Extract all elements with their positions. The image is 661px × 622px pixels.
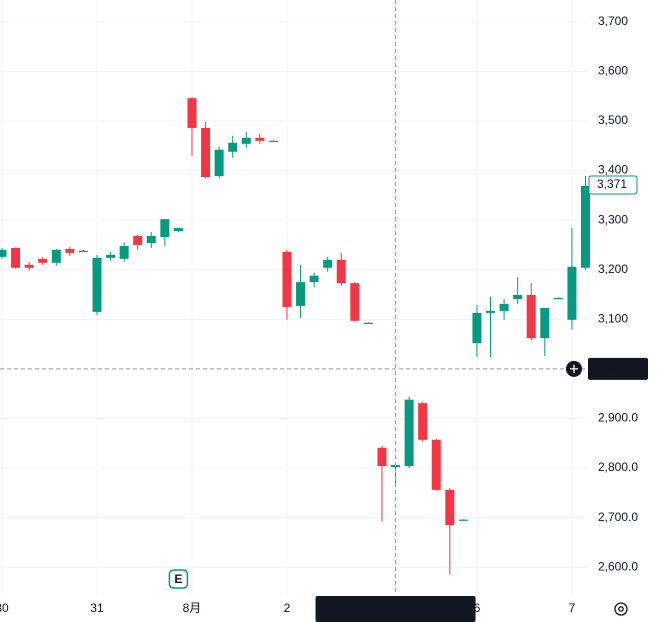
candle-body: [486, 310, 496, 313]
candle-body: [431, 439, 441, 490]
candle-body: [309, 275, 319, 283]
candle-body: [119, 245, 129, 259]
y-tick-label: 2,800.0: [598, 460, 638, 474]
x-tick-label: 30: [0, 601, 9, 615]
candle-body: [11, 247, 21, 268]
x-tick-label: 8月: [183, 601, 202, 615]
candle-body: [567, 266, 577, 320]
candle-body: [92, 257, 102, 312]
candle-body: [187, 98, 197, 128]
y-tick-label: 3,600: [598, 64, 628, 78]
candle-body: [160, 219, 170, 238]
gear-hub: [618, 606, 624, 612]
candle-body: [268, 140, 278, 143]
candle-body: [418, 403, 428, 440]
candle-body: [65, 248, 75, 253]
candle-body: [24, 264, 34, 268]
candle-body: [499, 303, 509, 311]
candle-body: [363, 322, 373, 324]
crosshair-price-box: [588, 357, 648, 380]
candle-body: [458, 519, 468, 521]
candle-body: [214, 149, 224, 177]
x-tick-label: 2: [284, 601, 291, 615]
candle-body: [173, 228, 183, 232]
candle-body: [472, 312, 482, 344]
candle-body: [106, 254, 116, 258]
y-tick-label: 3,400: [598, 163, 628, 177]
candle-body: [255, 137, 265, 141]
y-tick-label: 3,200: [598, 262, 628, 276]
candle-body: [228, 142, 238, 152]
x-tick-label: 31: [90, 601, 104, 615]
y-tick-label: 2,600.0: [598, 559, 638, 573]
event-marker-box: [168, 569, 189, 589]
gear-ring: [614, 602, 628, 616]
candle-body: [526, 295, 536, 339]
candle-body: [540, 307, 550, 339]
candle-body: [133, 236, 143, 245]
candle-body: [377, 447, 387, 467]
last-price-box: [588, 175, 638, 195]
y-tick-label: 3,100: [598, 311, 628, 325]
event-marker-label: E: [174, 572, 182, 586]
candle-body: [296, 282, 306, 306]
y-tick-label: 3,300: [598, 212, 628, 226]
x-tick-label: 7: [569, 601, 576, 615]
candle-body: [282, 251, 292, 307]
candle-body: [513, 295, 523, 299]
candle-body: [336, 259, 346, 284]
candle-body: [391, 465, 401, 468]
crosshair-time-label: 10:00: [435, 601, 465, 615]
crosshair-date-label: 2024-08-05 (月): [326, 601, 411, 615]
add-alert-plus: [570, 364, 578, 373]
y-tick-label: 2,700.0: [598, 510, 638, 524]
settings-icon[interactable]: [614, 602, 628, 616]
candle-body: [146, 236, 156, 243]
candle-body: [201, 127, 211, 178]
candle-body: [78, 250, 88, 253]
candle-body: [323, 259, 333, 268]
y-tick-label: 3,700: [598, 14, 628, 28]
candle-body: [51, 249, 61, 263]
crosshair-price-label: 3,000.0: [597, 361, 637, 375]
y-tick-label: 3,500: [598, 113, 628, 127]
candle-body: [38, 258, 48, 263]
candle-body: [241, 137, 251, 144]
candle-body: [581, 185, 591, 268]
x-tick-label: 6: [474, 601, 481, 615]
candle-body: [0, 249, 7, 257]
y-tick-label: 2,900.0: [598, 411, 638, 425]
crosshair-time-box: [315, 596, 476, 622]
candle-body: [445, 489, 455, 526]
candle-body: [404, 399, 414, 467]
candle-body: [350, 283, 360, 321]
last-price-label: 3,371: [597, 177, 627, 191]
candle-body: [553, 297, 563, 300]
